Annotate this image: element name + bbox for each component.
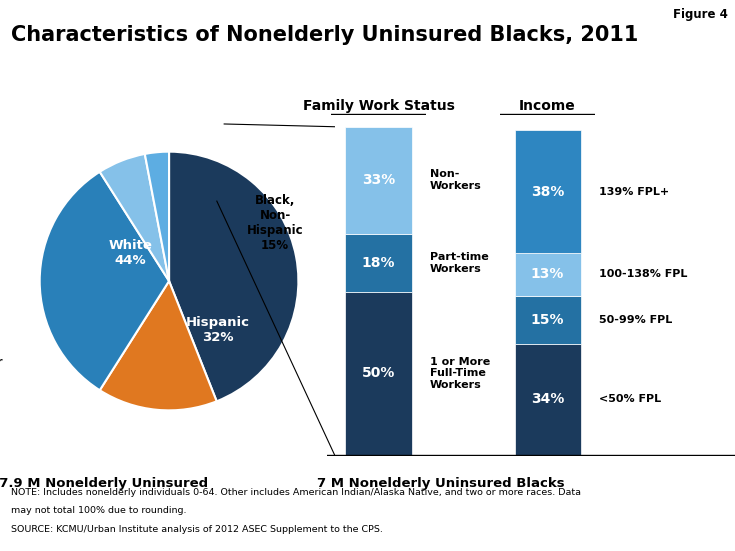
Text: 139% FPL+: 139% FPL+ [599,187,669,197]
Bar [514,344,581,455]
Text: Characteristics of Nonelderly Uninsured Blacks, 2011: Characteristics of Nonelderly Uninsured … [11,25,639,45]
Text: Income: Income [519,99,576,113]
Bar [345,292,412,455]
Bar [514,253,581,295]
Text: 1 or More
Full-Time
Workers: 1 or More Full-Time Workers [430,357,490,390]
Text: Black,
Non-
Hispanic
15%: Black, Non- Hispanic 15% [247,194,304,252]
Wedge shape [145,152,169,281]
Text: FOUNDATION: FOUNDATION [655,538,701,544]
Wedge shape [100,154,169,281]
Text: 18%: 18% [362,256,395,270]
Text: NOTE: Includes nonelderly individuals 0-64. Other includes American Indian/Alask: NOTE: Includes nonelderly individuals 0-… [11,488,581,496]
Bar [345,234,412,292]
Text: 100-138% FPL: 100-138% FPL [599,269,687,279]
Text: Asian/
Pacific
Islander
6%: Asian/ Pacific Islander 6% [0,334,3,379]
Text: 33%: 33% [362,173,395,187]
Text: KAISER: KAISER [658,511,698,521]
Text: Family Work Status: Family Work Status [303,99,454,113]
Text: White
44%: White 44% [108,239,152,267]
Text: Figure 4: Figure 4 [673,8,728,21]
Bar [345,127,412,234]
Bar [514,130,581,253]
Text: 47.9 M Nonelderly Uninsured: 47.9 M Nonelderly Uninsured [0,477,208,490]
Text: THE HENRY J.: THE HENRY J. [655,499,701,504]
Text: 34%: 34% [531,392,564,407]
Text: 7 M Nonelderly Uninsured Blacks: 7 M Nonelderly Uninsured Blacks [318,477,564,490]
Text: Part-time
Workers: Part-time Workers [430,252,489,274]
Text: FAMILY: FAMILY [659,524,697,534]
Text: SOURCE: KCMU/Urban Institute analysis of 2012 ASEC Supplement to the CPS.: SOURCE: KCMU/Urban Institute analysis of… [11,525,383,533]
Text: 38%: 38% [531,185,564,199]
Text: Non-
Workers: Non- Workers [430,170,481,191]
Wedge shape [100,281,217,410]
Bar [514,295,581,344]
Text: 15%: 15% [531,313,564,327]
Text: 50%: 50% [362,366,395,380]
Wedge shape [40,172,169,390]
Text: 13%: 13% [531,267,564,282]
Text: <50% FPL: <50% FPL [599,395,662,404]
Text: 50-99% FPL: 50-99% FPL [599,315,673,325]
Text: may not total 100% due to rounding.: may not total 100% due to rounding. [11,506,187,515]
Wedge shape [169,152,298,401]
Text: Hispanic
32%: Hispanic 32% [186,316,250,344]
